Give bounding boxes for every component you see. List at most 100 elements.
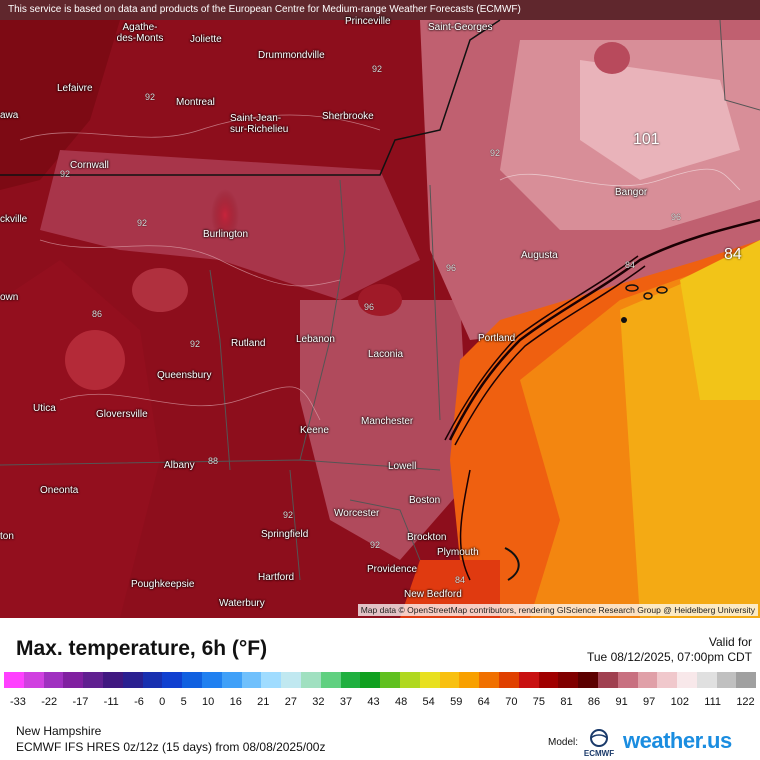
- city-label: New Bedford: [404, 589, 462, 600]
- city-label: Augusta: [521, 250, 558, 261]
- max-value-label: 101: [633, 131, 660, 148]
- city-label: Queensbury: [157, 370, 212, 381]
- city-label: Brockton: [407, 532, 447, 543]
- colorbar-swatch: [43, 672, 64, 688]
- colorbar-swatch: [340, 672, 361, 688]
- isotherm-label: 84: [455, 575, 466, 585]
- city-label: Hartford: [258, 572, 295, 583]
- isotherm-label: 96: [364, 302, 375, 312]
- ecmwf-attribution: This service is based on data and produc…: [0, 0, 760, 20]
- colorbar-swatch: [558, 672, 579, 688]
- colorbar-swatch: [360, 672, 381, 688]
- city-label: Saint-Georges: [428, 22, 493, 33]
- colorbar-swatch: [63, 672, 84, 688]
- city-label: Manchester: [361, 416, 414, 427]
- city-label: Princeville: [345, 16, 391, 27]
- city-label: Lowell: [388, 461, 417, 472]
- isotherm-label: 86: [92, 309, 103, 319]
- colorbar-swatch: [696, 672, 717, 688]
- colorbar-tick-label: 81: [560, 696, 573, 708]
- city-label: Springfield: [261, 529, 309, 540]
- city-label: Poughkeepsie: [131, 579, 195, 590]
- colorbar-swatch: [281, 672, 301, 688]
- colorbar-tick-label: 10: [202, 696, 215, 708]
- isotherm-label: 92: [370, 540, 381, 550]
- colorbar-tick-label: 5: [180, 696, 187, 708]
- city-label: Sherbrooke: [322, 111, 374, 122]
- colorbar-tick-label: 102: [670, 696, 689, 708]
- isotherm-label: 92: [372, 64, 383, 74]
- colorbar-swatch: [736, 672, 757, 688]
- city-label: Lefaivre: [57, 83, 93, 94]
- city-label: Saint-Jean- sur-Richelieu: [230, 113, 289, 135]
- colorbar-tick-label: 70: [505, 696, 518, 708]
- weather-us-logo[interactable]: weather.us: [623, 728, 732, 753]
- city-label: Worcester: [334, 508, 380, 519]
- colorbar-swatch: [716, 672, 737, 688]
- valid-label: Valid for: [708, 635, 752, 649]
- model-run-label: ECMWF IFS HRES 0z/12z (15 days) from 08/…: [16, 740, 326, 754]
- city-label: Cornwall: [70, 160, 109, 171]
- colorbar-tick-label: -22: [41, 696, 58, 708]
- colorbar-tick-label: -17: [72, 696, 89, 708]
- colorbar-tick-label: 122: [736, 696, 755, 708]
- colorbar-swatch: [637, 672, 658, 688]
- colorbar-tick-label: -11: [103, 696, 119, 708]
- colorbar-tick-label: 59: [450, 696, 463, 708]
- colorbar-swatch: [142, 672, 163, 688]
- isotherm-label: 92: [190, 339, 201, 349]
- temperature-field: [0, 0, 760, 618]
- colorbar-tick-label: 48: [394, 696, 408, 708]
- colorbar-tick-label: 86: [587, 696, 601, 708]
- ecmwf-logo: ECMWF: [580, 728, 618, 760]
- city-label: Oneonta: [40, 485, 79, 496]
- city-label: Lebanon: [296, 334, 335, 345]
- legend-panel: [0, 618, 760, 760]
- colorbar-swatch: [657, 672, 678, 688]
- colorbar-tick-label: 16: [229, 696, 242, 708]
- colorbar-swatch: [122, 672, 143, 688]
- colorbar-swatch: [241, 672, 262, 688]
- colorbar-tick-label: -33: [10, 696, 26, 708]
- colorbar-tick-label: 64: [477, 696, 490, 708]
- city-label: Boston: [409, 495, 441, 506]
- colorbar-swatch: [102, 672, 123, 688]
- colorbar-swatch: [479, 672, 499, 688]
- colorbar-swatch: [201, 672, 222, 688]
- colorbar-ticks: -33 -22 -17 -11 -6 0 5 10 16 21 27 32 37 43 48 54 59 64 70…: [10, 696, 755, 708]
- colorbar-tick-label: 111: [704, 696, 721, 708]
- colorbar-swatch: [459, 672, 480, 688]
- forecast-map[interactable]: This service is based on data and produc…: [0, 0, 760, 618]
- valid-time: Tue 08/12/2025, 07:00pm CDT: [587, 650, 752, 664]
- colorbar-tick-label: 37: [339, 696, 353, 708]
- model-caption: Model:: [548, 737, 579, 748]
- isotherm-label: 88: [208, 456, 219, 466]
- city-label: Waterbury: [219, 598, 265, 609]
- colorbar-swatch: [439, 672, 460, 688]
- isotherm-label: 96: [446, 263, 457, 273]
- city-label: Joliette: [190, 34, 222, 45]
- colorbar-swatch: [538, 672, 559, 688]
- colorbar-tick-label: -6: [134, 696, 144, 708]
- city-label: awa: [0, 110, 19, 121]
- city-label: Agathe- des-Monts: [116, 22, 164, 44]
- colorbar-swatch: [221, 672, 242, 688]
- city-label: Keene: [300, 425, 329, 436]
- colorbar-swatch: [83, 672, 103, 688]
- colorbar-swatch: [498, 672, 519, 688]
- colorbar-tick-label: 75: [532, 696, 546, 708]
- colorbar-swatch: [578, 672, 598, 688]
- colorbar-swatch: [380, 672, 400, 688]
- city-label: own: [0, 292, 19, 303]
- colorbar-swatch: [677, 672, 697, 688]
- colorbar-swatch: [261, 672, 282, 688]
- colorbar-tick-label: 97: [643, 696, 656, 708]
- colorbar-swatch: [597, 672, 618, 688]
- colorbar-swatch: [518, 672, 539, 688]
- colorbar-swatch: [617, 672, 638, 688]
- city-label: Portland: [478, 333, 516, 344]
- isotherm-label: 92: [283, 510, 294, 520]
- ecmwf-icon: ECMWF: [584, 729, 614, 758]
- colorbar-tick-label: 0: [159, 696, 166, 708]
- colorbar-swatch: [320, 672, 341, 688]
